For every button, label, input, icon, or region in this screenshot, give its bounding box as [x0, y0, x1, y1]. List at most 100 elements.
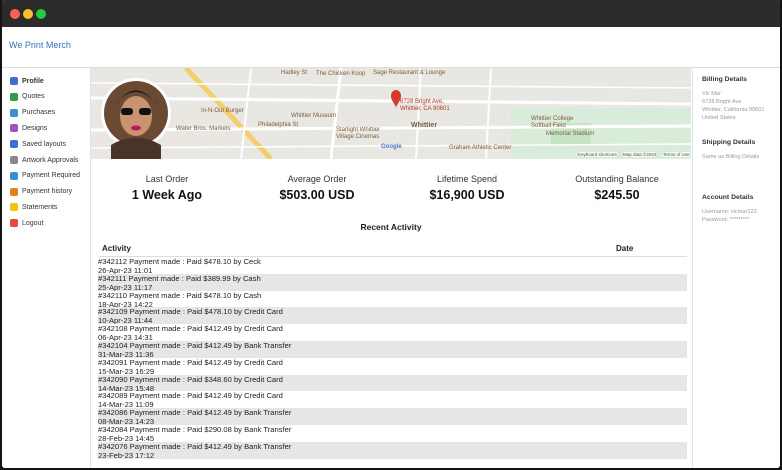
- activity-date: 14-Mar-23 15:48: [98, 383, 155, 393]
- activity-text: #342090 Payment made : Paid $348.60 by C…: [98, 374, 283, 384]
- nav-icon: [10, 171, 18, 180]
- nav-icon: [10, 140, 18, 149]
- activity-date: 08-Mar-23 14:23: [98, 417, 155, 427]
- close-button[interactable]: [10, 9, 20, 19]
- map-label: Whittier College: [531, 116, 574, 122]
- map-label: In-N-Out Burger: [201, 108, 244, 114]
- activity-date: 23-Feb-23 17:12: [98, 450, 155, 460]
- map-label: Whittier Museum: [291, 113, 337, 119]
- detail-heading: Account Details: [702, 194, 754, 201]
- activity-text: #342091 Payment made : Paid $412.49 by C…: [98, 357, 283, 367]
- nav-label: Logout: [22, 219, 44, 227]
- nav-item[interactable]: Saved layouts: [10, 137, 66, 151]
- nav-icon: [10, 187, 18, 196]
- detail-line: Password: *********: [702, 217, 750, 223]
- map-label: Softball Field: [531, 123, 566, 129]
- map-graphic: [91, 68, 691, 159]
- section-title: Recent Activity: [360, 222, 422, 232]
- nav-item[interactable]: Logout: [10, 216, 43, 230]
- minimize-button[interactable]: [23, 9, 33, 19]
- detail-line: 6728 Bright Ave: [702, 99, 742, 105]
- nav-icon: [10, 219, 18, 228]
- nav-label: Saved layouts: [22, 140, 66, 148]
- nav-item[interactable]: Payment history: [10, 185, 72, 199]
- nav-label: Payment Required: [22, 172, 80, 180]
- activity-text: #342109 Payment made : Paid $478.10 by C…: [98, 307, 283, 317]
- map-label: Philadelphia St: [258, 122, 299, 128]
- map-label: Map data ©2023: [623, 152, 657, 157]
- stat-value: $245.50: [594, 188, 640, 202]
- map-label: Terms of Use: [663, 152, 690, 157]
- nav-icon: [10, 108, 18, 117]
- detail-line: Same as Billing Details: [702, 154, 760, 160]
- detail-line: Vic Mar: [702, 91, 721, 97]
- nav-label: Statements: [22, 203, 58, 211]
- header-rule: [98, 256, 687, 257]
- activity-date: 14-Mar-23 11:09: [98, 400, 154, 410]
- nav-icon: [10, 77, 18, 85]
- column-header: Date: [616, 244, 634, 253]
- activity-date: 25-Apr-23 11:17: [98, 282, 153, 292]
- activity-date: 26-Apr-23 11:01: [98, 266, 153, 275]
- map-label: Google: [381, 144, 402, 150]
- table-row: #342086 Payment made : Paid $412.49 by B…: [98, 408, 687, 427]
- map-label: Village Cinemas: [336, 134, 380, 140]
- stat-label: Lifetime Spend: [436, 174, 498, 184]
- map-label: Memorial Stadium: [546, 131, 595, 137]
- map[interactable]: Hadley St The Chicken Koop Sage Restaurant…: [91, 68, 691, 159]
- activity-date: 15-Mar-23 16:29: [98, 366, 155, 376]
- stat-label: Average Order: [287, 174, 347, 184]
- activity-text: #342112 Payment made : Paid $478.10 by C…: [98, 257, 261, 266]
- detail-line: United States: [702, 115, 736, 121]
- map-label: Whittier, CA 90601: [400, 106, 450, 112]
- main-panel: Hadley St The Chicken Koop Sage Restaurant…: [91, 68, 691, 468]
- map-label: Keyboard shortcuts: [578, 152, 617, 157]
- nav-icon: [10, 203, 18, 212]
- table-row: #342091 Payment made : Paid $412.49 by C…: [98, 357, 687, 376]
- table-row: #342089 Payment made : Paid $412.49 by C…: [98, 391, 687, 410]
- map-label: Hadley St: [281, 70, 308, 76]
- top-bar: We Print Merch: [2, 27, 780, 68]
- table-row: #342108 Payment made : Paid $412.49 by C…: [98, 324, 687, 343]
- map-label: 6728 Bright Ave,: [400, 99, 444, 105]
- activity-date: 06-Apr-23 14:31: [98, 333, 153, 343]
- brand[interactable]: We Print Merch: [9, 40, 71, 50]
- map-label: Starlight Whittier: [336, 127, 381, 133]
- table-row: #342112 Payment made : Paid $478.10 by C…: [98, 257, 687, 275]
- map-label: The Chicken Koop: [316, 71, 366, 77]
- activity-text: #342111 Payment made : Paid $389.99 by C…: [98, 273, 261, 283]
- table-row: #342084 Payment made : Paid $290.08 by B…: [98, 425, 687, 443]
- activity-text: #342084 Payment made : Paid $290.08 by B…: [98, 425, 292, 434]
- nav-item[interactable]: Designs: [10, 121, 47, 135]
- map-label: Sage Restaurant & Lounge: [373, 70, 446, 76]
- activity-text: #342108 Payment made : Paid $412.49 by C…: [98, 324, 283, 334]
- nav-item[interactable]: Statements: [10, 200, 57, 214]
- nav-item[interactable]: Purchases: [10, 106, 55, 120]
- activity-text: #342104 Payment made : Paid $412.49 by B…: [98, 341, 292, 350]
- nav-label: Designs: [22, 124, 48, 132]
- stat-label: Last Order: [145, 174, 189, 184]
- table-row: #342110 Payment made : Paid $478.10 by C…: [98, 290, 687, 309]
- activity-date: 31-Mar-23 11:36: [98, 350, 154, 359]
- table-row: #342076 Payment made : Paid $412.49 by B…: [98, 441, 687, 460]
- stat-value: $16,900 USD: [429, 188, 505, 202]
- sidebar: Profile Quotes Purchases Designs Saved layou…: [2, 68, 91, 468]
- nav-item[interactable]: Quotes: [10, 90, 45, 104]
- activity-text: #342076 Payment made : Paid $412.49 by B…: [98, 441, 292, 451]
- stat-value: 1 Week Ago: [131, 188, 203, 202]
- table-row: #342104 Payment made : Paid $412.49 by B…: [98, 341, 687, 359]
- maximize-button[interactable]: [36, 9, 46, 19]
- activity-date: 18-Apr-23 14:22: [98, 299, 153, 309]
- table-row: #342109 Payment made : Paid $478.10 by C…: [98, 307, 687, 325]
- detail-line: Whittier, California 90601: [702, 107, 765, 113]
- nav-item[interactable]: Profile: [10, 74, 44, 88]
- detail-heading: Shipping Details: [702, 139, 756, 146]
- nav-item[interactable]: Payment Required: [10, 169, 80, 183]
- map-label: Whittier: [411, 122, 438, 129]
- nav-icon: [10, 156, 18, 164]
- nav-icon: [10, 124, 18, 133]
- column-header: Activity: [102, 244, 131, 253]
- nav-item[interactable]: Artwork Approvals: [10, 153, 78, 167]
- nav-icon: [10, 92, 18, 101]
